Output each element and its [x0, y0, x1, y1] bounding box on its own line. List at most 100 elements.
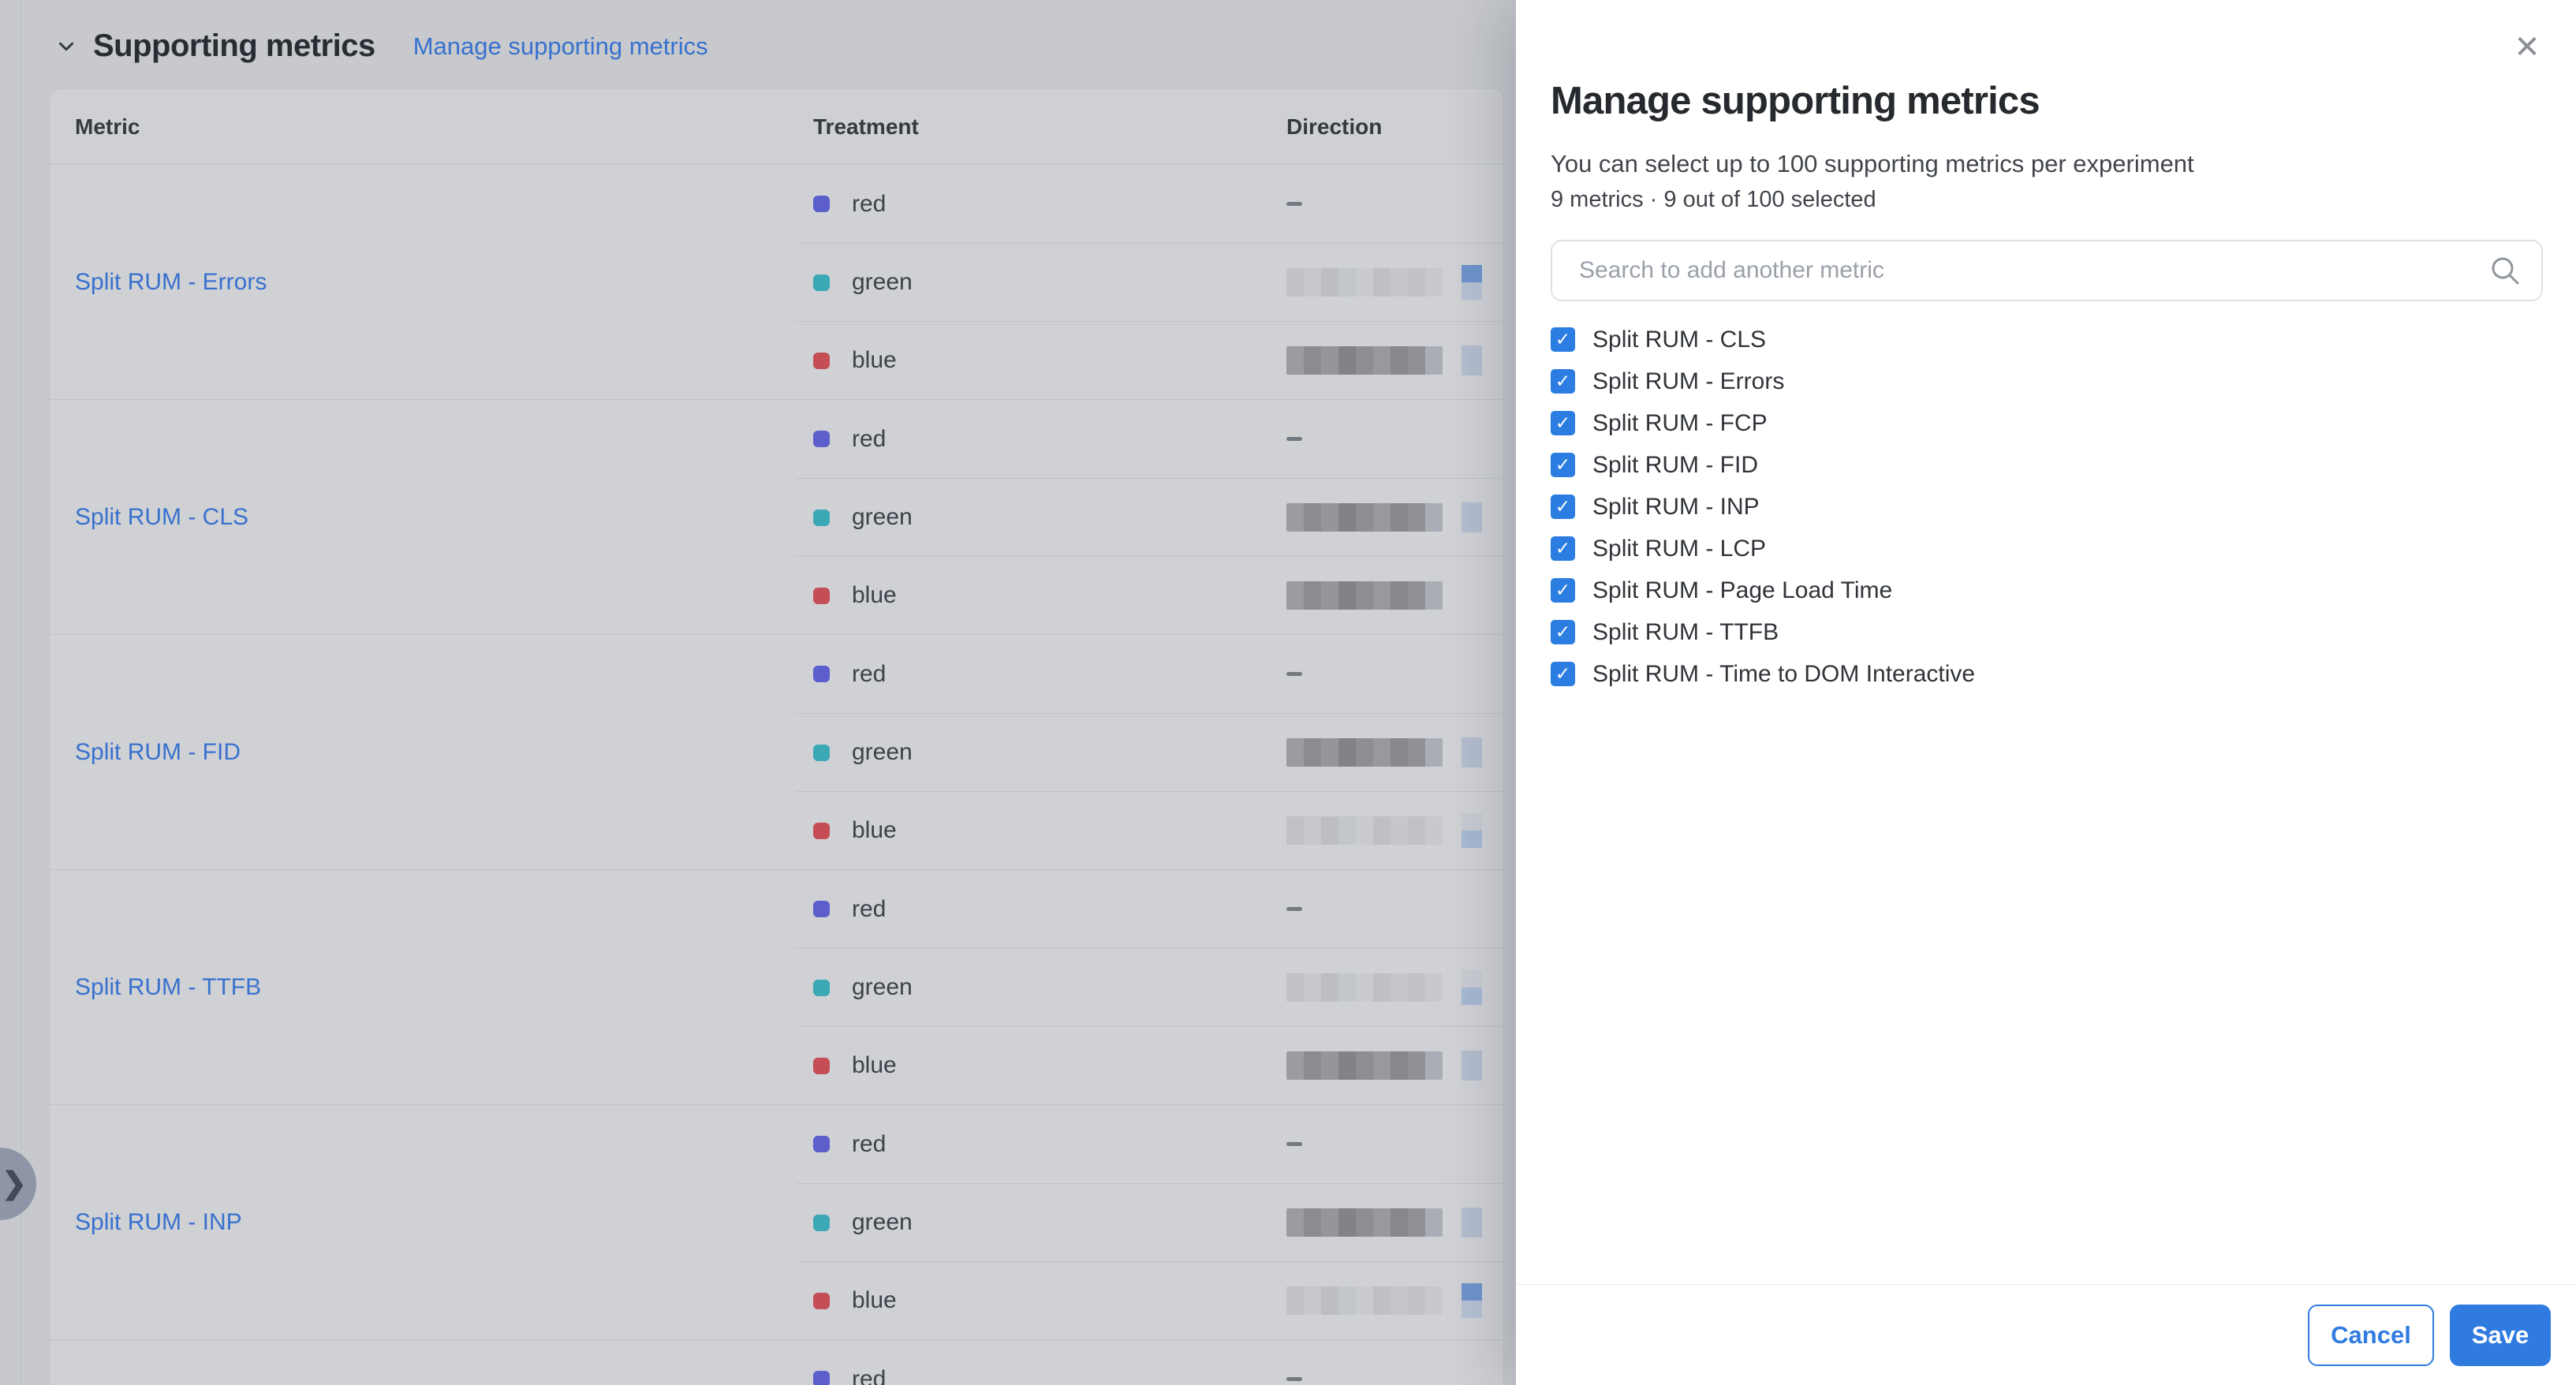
metric-checkbox[interactable]: ✓	[1551, 411, 1575, 435]
impact-chip-top	[1462, 1283, 1482, 1301]
treatment-rows: red green blue	[796, 400, 1503, 634]
cancel-button[interactable]: Cancel	[2308, 1304, 2434, 1366]
metric-cell: Split RUM - TTFB	[50, 870, 796, 1104]
impact-chip	[1462, 502, 1482, 532]
treatment-label: green	[852, 739, 913, 765]
redacted-value	[1286, 346, 1443, 375]
metric-option-label: Split RUM - Time to DOM Interactive	[1592, 660, 1976, 687]
metric-group: Split RUM - CLS red green blue	[50, 400, 1503, 635]
selection-count: 9 metrics · 9 out of 100 selected	[1551, 187, 1876, 212]
treatment-label: blue	[852, 817, 897, 843]
direction-cell	[1286, 1027, 1482, 1104]
save-button[interactable]: Save	[2450, 1304, 2551, 1366]
treatment-swatch-icon	[813, 352, 830, 369]
impact-chip	[1462, 813, 1482, 848]
metric-option: ✓ Split RUM - TTFB	[1551, 611, 2541, 653]
treatment-label: red	[852, 1365, 887, 1385]
treatment-swatch-icon	[813, 666, 830, 682]
manage-metrics-panel: ✕ Manage supporting metrics You can sele…	[1516, 0, 2576, 1385]
metric-group: Split RUM - FID red green blue	[50, 635, 1503, 870]
impact-chip-bottom	[1462, 282, 1482, 300]
panel-footer: Cancel Save	[1516, 1284, 2576, 1385]
treatment-label: blue	[852, 582, 897, 608]
redacted-value	[1286, 816, 1443, 845]
metric-checkbox[interactable]: ✓	[1551, 578, 1575, 603]
metric-checkbox[interactable]: ✓	[1551, 327, 1575, 352]
metric-option-label: Split RUM - Errors	[1592, 368, 1785, 394]
metric-option-label: Split RUM - FID	[1592, 451, 1758, 478]
metric-option: ✓ Split RUM - Time to DOM Interactive	[1551, 653, 2541, 695]
search-input[interactable]	[1552, 241, 2541, 300]
manage-supporting-metrics-link[interactable]: Manage supporting metrics	[413, 32, 708, 60]
treatment-row: blue	[796, 556, 1503, 634]
metric-checkbox[interactable]: ✓	[1551, 495, 1575, 519]
metric-link[interactable]: Split RUM - Errors	[75, 268, 267, 295]
metric-checkbox[interactable]: ✓	[1551, 620, 1575, 644]
treatment-swatch-icon	[813, 901, 830, 917]
metric-option: ✓ Split RUM - FID	[1551, 444, 2541, 486]
metric-checkbox[interactable]: ✓	[1551, 453, 1575, 477]
metric-option-label: Split RUM - FCP	[1592, 409, 1768, 436]
treatment-swatch-icon	[813, 509, 830, 526]
metric-link[interactable]: Split RUM - INP	[75, 1208, 242, 1235]
treatment-label: green	[852, 1209, 913, 1235]
treatment-row: red	[796, 165, 1503, 243]
direction-cell	[1286, 1105, 1302, 1183]
metric-group: Split RUM - INP red green blue	[50, 1105, 1503, 1340]
direction-cell	[1286, 322, 1482, 399]
treatment-row: red	[796, 635, 1503, 713]
metric-checkbox[interactable]: ✓	[1551, 536, 1575, 561]
metric-checkbox[interactable]: ✓	[1551, 369, 1575, 394]
direction-dash	[1286, 1142, 1302, 1146]
chevron-down-icon[interactable]	[52, 32, 80, 61]
metric-option: ✓ Split RUM - INP	[1551, 486, 2541, 528]
treatment-rows: red	[796, 1340, 1503, 1385]
metric-option-label: Split RUM - LCP	[1592, 535, 1767, 562]
treatment-row: red	[796, 400, 1503, 478]
treatment-label: red	[852, 425, 887, 452]
redacted-value	[1286, 1051, 1443, 1080]
direction-cell	[1286, 714, 1482, 791]
impact-chip	[1462, 345, 1482, 375]
direction-cell	[1286, 557, 1443, 634]
direction-cell	[1286, 1184, 1482, 1261]
treatment-row: green	[796, 1183, 1503, 1261]
column-header-direction: Direction	[1286, 114, 1383, 139]
redacted-value	[1286, 1286, 1443, 1315]
metric-link[interactable]: Split RUM - TTFB	[75, 973, 262, 1000]
treatment-row: blue	[796, 321, 1503, 399]
metrics-list: ✓ Split RUM - CLS ✓ Split RUM - Errors ✓ Spli…	[1551, 319, 2541, 695]
treatment-label: blue	[852, 347, 897, 373]
metric-link[interactable]: Split RUM - FID	[75, 738, 241, 765]
direction-cell	[1286, 165, 1302, 243]
treatment-rows: red green blue	[796, 1105, 1503, 1339]
treatment-row: blue	[796, 791, 1503, 869]
metric-option: ✓ Split RUM - Errors	[1551, 360, 2541, 402]
treatment-swatch-icon	[813, 1214, 830, 1231]
metric-option-label: Split RUM - TTFB	[1592, 618, 1779, 645]
metric-option: ✓ Split RUM - FCP	[1551, 402, 2541, 444]
treatment-label: red	[852, 190, 887, 217]
metric-cell: Split RUM - CLS	[50, 400, 796, 634]
treatment-label: red	[852, 1130, 887, 1157]
column-header-metric: Metric	[75, 114, 140, 139]
impact-chip-top	[1462, 813, 1482, 831]
direction-dash	[1286, 437, 1302, 441]
treatment-swatch-icon	[813, 1136, 830, 1152]
treatment-rows: red green blue	[796, 165, 1503, 399]
metric-link[interactable]: Split RUM - CLS	[75, 503, 249, 530]
section-title: Supporting metrics	[93, 28, 375, 63]
metric-cell: Split RUM - FID	[50, 635, 796, 869]
treatment-row: blue	[796, 1026, 1503, 1104]
direction-cell	[1286, 400, 1302, 478]
expand-handle[interactable]: ❯	[0, 1148, 36, 1220]
metric-search	[1551, 240, 2543, 301]
treatment-row: blue	[796, 1261, 1503, 1339]
impact-chip-top	[1462, 970, 1482, 987]
direction-cell	[1286, 949, 1482, 1026]
close-icon[interactable]: ✕	[2507, 27, 2548, 68]
treatment-swatch-icon	[813, 822, 830, 839]
direction-dash	[1286, 202, 1302, 206]
metric-checkbox[interactable]: ✓	[1551, 662, 1575, 686]
impact-chip	[1462, 265, 1482, 300]
